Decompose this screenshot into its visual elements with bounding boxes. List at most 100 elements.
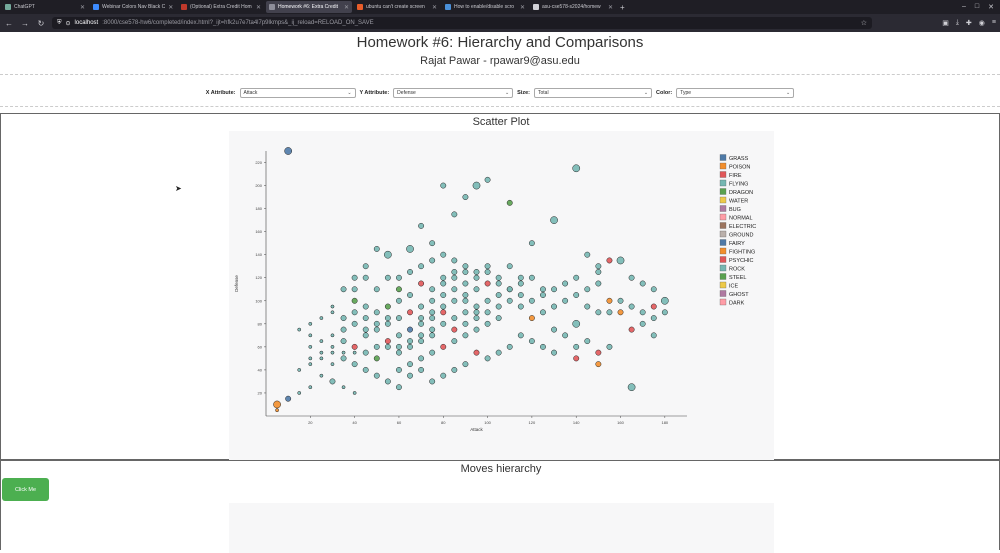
data-point — [484, 297, 491, 304]
data-point — [573, 274, 580, 281]
data-point — [418, 303, 425, 310]
browser-tab[interactable]: ubuntu can't create screen ✕ — [354, 1, 440, 13]
data-point — [362, 303, 369, 310]
data-point — [451, 274, 458, 281]
y-tick-label: 80 — [258, 321, 263, 326]
y-attribute-select[interactable]: Defense ⌄ — [393, 88, 514, 98]
tab-close-icon[interactable]: ✕ — [343, 4, 349, 11]
browser-tab[interactable]: How to enable/disable scro ✕ — [442, 1, 528, 13]
tab-favicon-icon — [93, 4, 99, 10]
data-point — [297, 368, 302, 372]
data-point — [351, 320, 358, 327]
data-point — [484, 280, 491, 287]
tab-close-icon[interactable]: ✕ — [79, 4, 85, 11]
reload-icon[interactable]: ↻ — [37, 18, 45, 28]
tab-close-icon[interactable]: ✕ — [431, 4, 437, 11]
data-point — [462, 194, 469, 201]
data-point — [473, 303, 480, 310]
data-point — [451, 315, 458, 322]
x-tick-label: 160 — [617, 420, 624, 425]
legend-swatch — [719, 162, 727, 170]
data-point — [384, 315, 391, 322]
address-bar[interactable]: ⛨ ⊙ localhost:8000/cse578-hw6/completed/… — [52, 17, 872, 29]
y-tick-label: 120 — [255, 275, 262, 280]
x-axis-label: Attack — [470, 427, 483, 432]
data-point — [429, 315, 436, 322]
data-point — [407, 292, 413, 298]
data-point — [506, 297, 513, 304]
maximize-icon[interactable]: □ — [974, 3, 980, 10]
browser-tab[interactable]: asu-cse578-s2024/homew ✕ — [530, 1, 616, 13]
data-point — [462, 280, 469, 287]
data-point — [319, 373, 324, 378]
legend-label: GROUND — [729, 233, 753, 239]
legend-label: ELECTRIC — [729, 224, 756, 230]
data-point — [384, 378, 391, 385]
data-point — [418, 315, 425, 322]
legend-swatch — [719, 256, 727, 263]
data-point — [284, 147, 293, 155]
color-select[interactable]: Type ⌄ — [676, 88, 795, 98]
scatter-plot-title: Scatter Plot — [472, 116, 530, 128]
data-point — [650, 286, 657, 293]
data-point — [407, 269, 413, 275]
minimize-icon[interactable]: – — [961, 3, 966, 10]
data-point — [395, 343, 402, 350]
data-point — [517, 303, 524, 310]
legend-label: WATER — [729, 199, 748, 205]
data-point — [384, 338, 391, 345]
extensions-icon[interactable]: ✚ — [965, 20, 972, 27]
tab-favicon-icon — [5, 4, 11, 10]
data-point — [407, 372, 413, 379]
tab-close-icon[interactable]: ✕ — [255, 4, 261, 11]
pocket-icon[interactable]: ▣ — [942, 20, 949, 27]
data-point — [418, 332, 425, 339]
legend-swatch — [719, 239, 727, 246]
forward-icon[interactable]: → — [21, 18, 29, 28]
browser-tab[interactable]: Webinar Colors Nav Black C ✕ — [90, 1, 176, 13]
data-point — [418, 338, 425, 345]
data-point — [418, 222, 425, 229]
x-tick-label: 180 — [661, 420, 668, 425]
browser-tab[interactable]: (Optional) Extra Credit Hom ✕ — [178, 1, 264, 13]
new-tab-icon[interactable]: + — [620, 2, 625, 12]
close-window-icon[interactable]: ✕ — [988, 4, 994, 11]
data-point — [362, 263, 369, 270]
legend-swatch — [719, 230, 727, 238]
data-point — [351, 286, 358, 293]
back-icon[interactable]: ← — [5, 18, 13, 28]
y-tick-label: 180 — [255, 206, 262, 211]
click-me-button[interactable]: Click Me — [2, 478, 49, 501]
browser-tab[interactable]: Homework #6: Extra Credit ✕ — [266, 1, 352, 13]
legend-label: PSYCHIC — [729, 258, 753, 264]
data-point — [319, 339, 324, 343]
data-point — [352, 391, 357, 395]
data-point — [373, 320, 380, 327]
color-control: Color: Type ⌄ — [656, 88, 795, 98]
data-point — [308, 356, 313, 361]
window-controls: – □ ✕ — [962, 3, 1000, 11]
x-tick-label: 20 — [308, 420, 313, 425]
data-point — [429, 309, 436, 316]
account-icon[interactable]: ◉ — [978, 20, 985, 27]
data-point — [462, 269, 469, 275]
x-attribute-select[interactable]: Attack ⌄ — [239, 88, 356, 98]
tab-close-icon[interactable]: ✕ — [168, 4, 174, 11]
tab-close-icon[interactable]: ✕ — [607, 4, 613, 11]
bookmark-star-icon[interactable]: ☆ — [860, 20, 867, 27]
menu-icon[interactable]: ≡ — [991, 19, 996, 26]
browser-tab[interactable]: ChatGPT ✕ — [2, 1, 88, 13]
tab-label: (Optional) Extra Credit Hom — [190, 4, 252, 10]
data-point — [628, 274, 635, 281]
tab-close-icon[interactable]: ✕ — [519, 4, 525, 11]
url-host: localhost — [74, 20, 99, 26]
size-select[interactable]: Total ⌄ — [534, 88, 653, 98]
controls-divider — [0, 106, 1000, 107]
tab-favicon-icon — [181, 4, 187, 10]
downloads-icon[interactable]: ⤓ — [955, 19, 959, 26]
legend-swatch — [719, 290, 727, 297]
data-point — [429, 297, 436, 304]
data-point — [639, 309, 646, 316]
data-point — [418, 355, 425, 362]
data-point — [308, 362, 313, 367]
